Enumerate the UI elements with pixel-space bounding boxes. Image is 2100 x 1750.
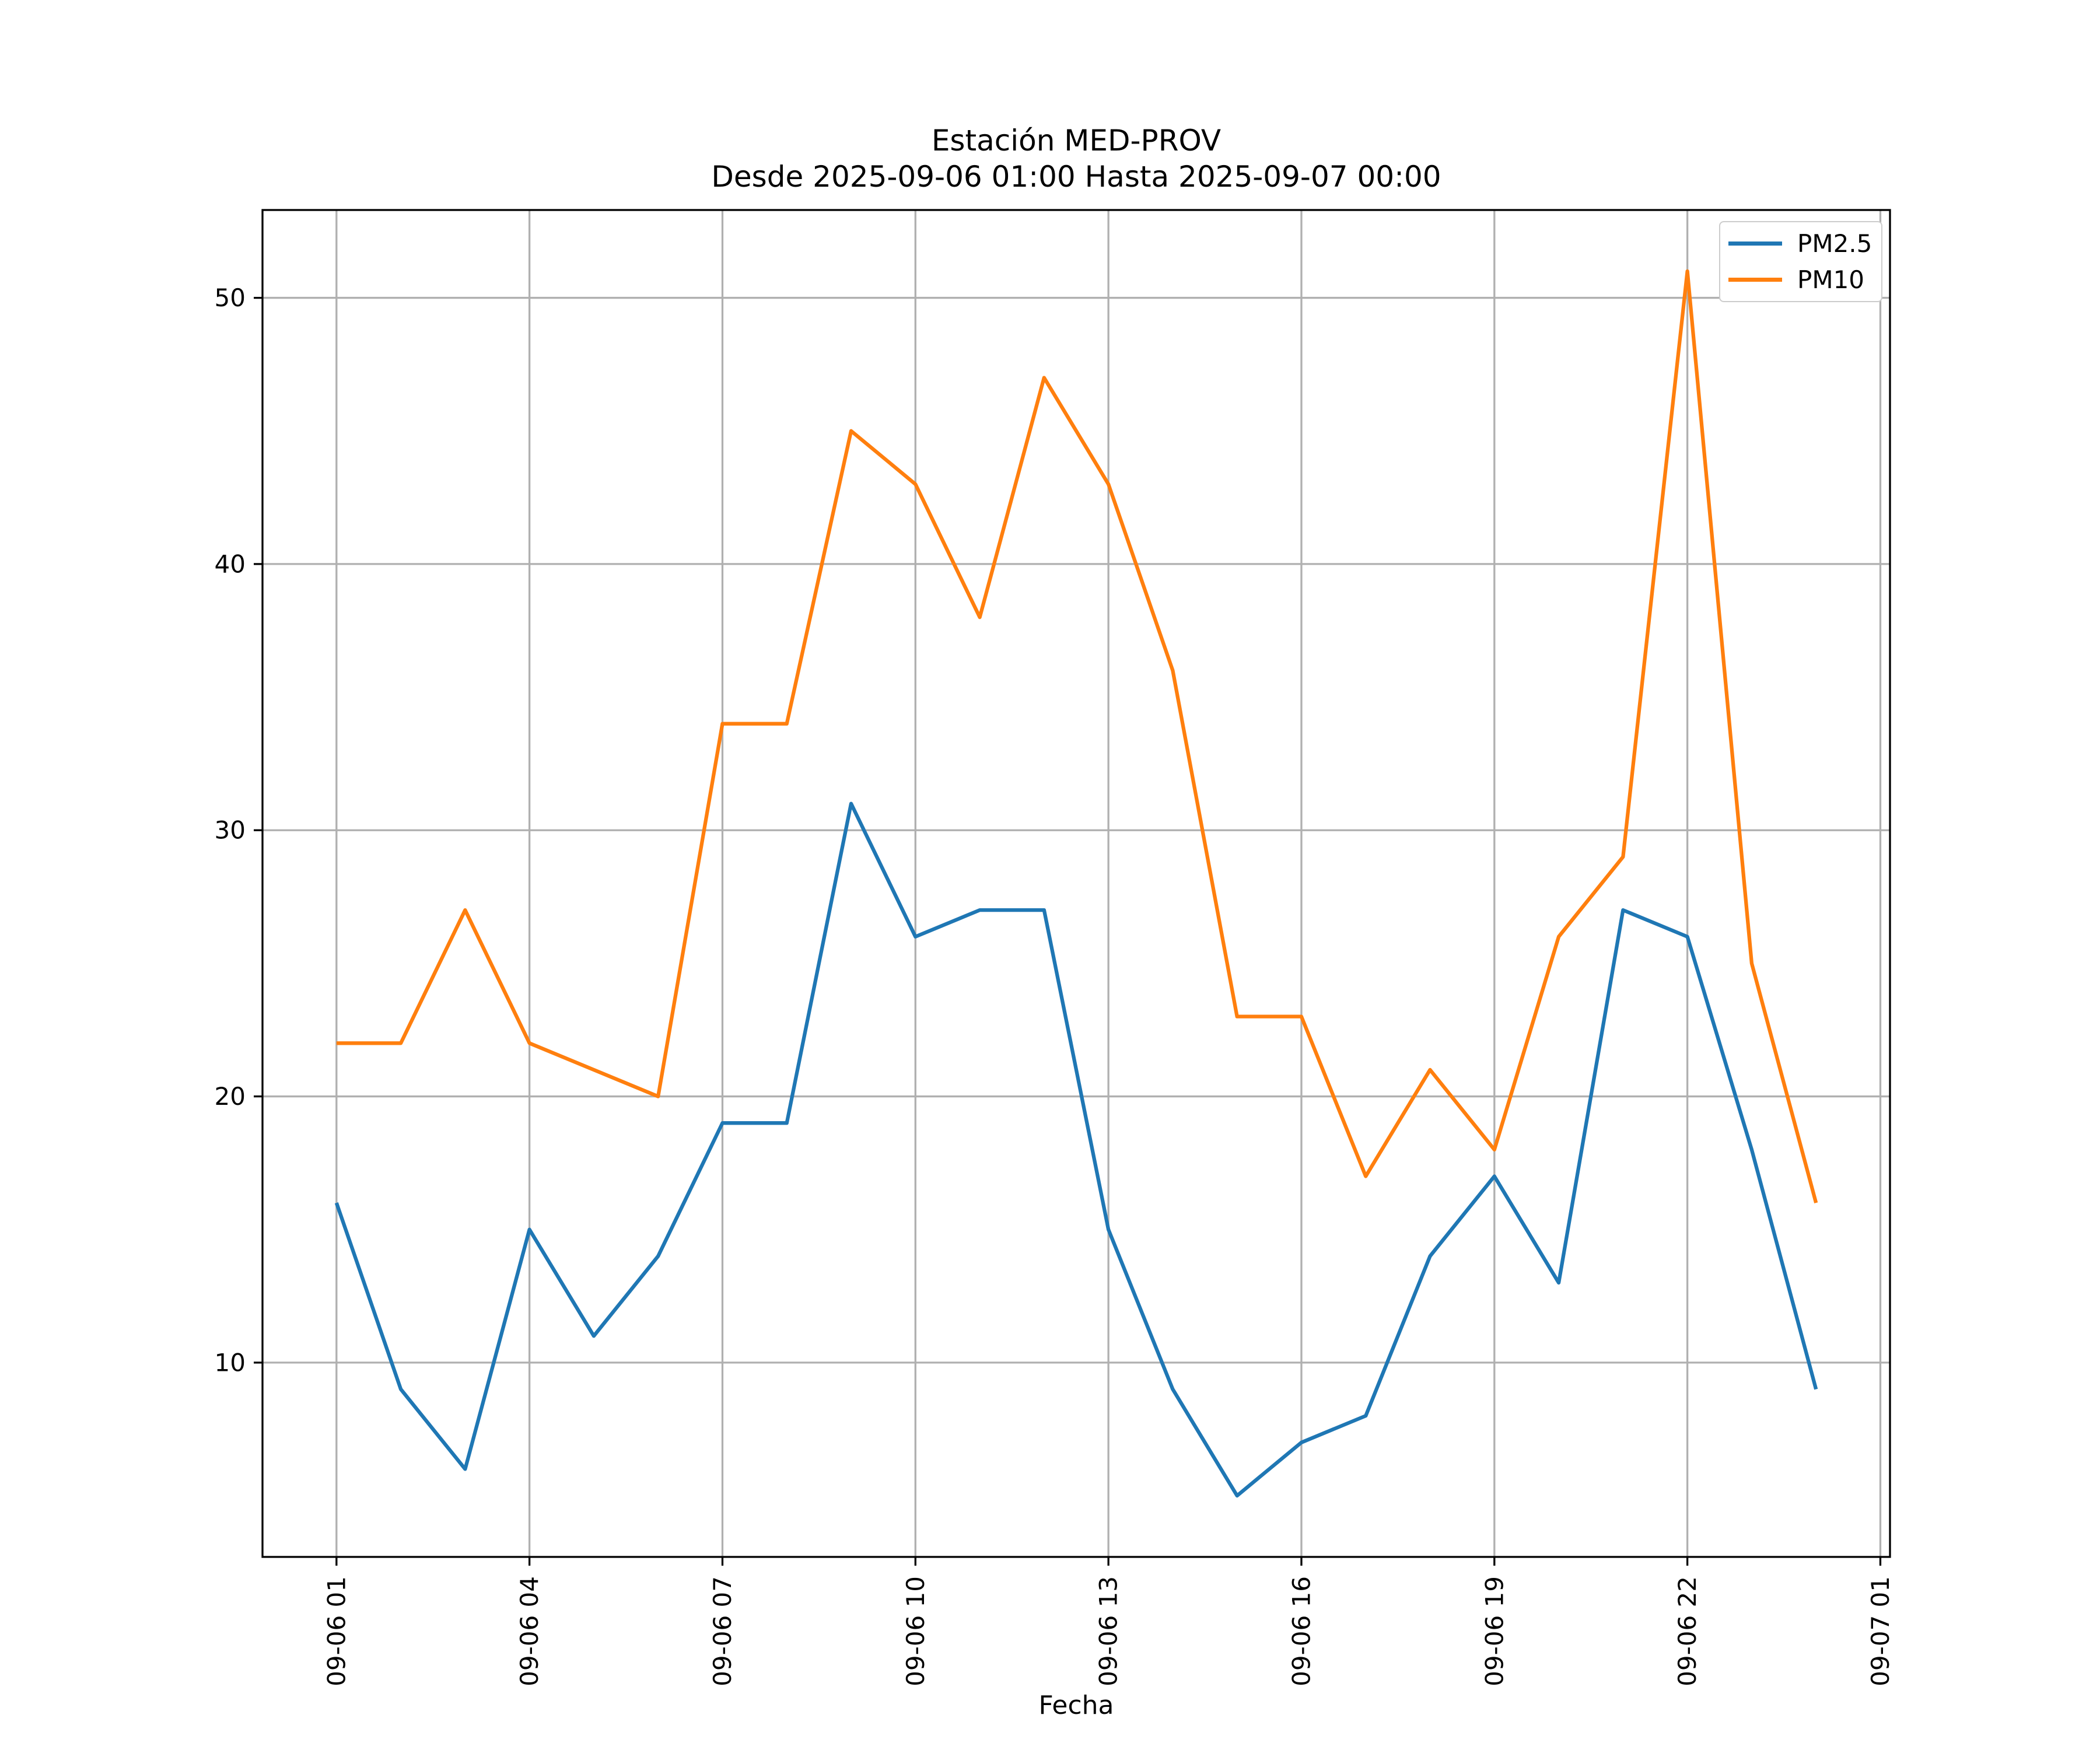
chart-title-line1: Estación MED-PROV	[931, 124, 1222, 158]
chart-title-line2: Desde 2025-09-06 01:00 Hasta 2025-09-07 …	[711, 160, 1441, 194]
y-tick-label: 20	[215, 1082, 246, 1111]
series-line-pm10	[336, 269, 1818, 1203]
legend-item-pm10: PM10	[1728, 265, 1881, 294]
x-tick-label: 09-06 10	[901, 1576, 930, 1686]
x-tick-label: 09-06 16	[1287, 1576, 1315, 1686]
x-tick-label: 09-06 13	[1094, 1576, 1123, 1686]
legend: PM2.5 PM10	[1719, 221, 1882, 302]
x-tick-label: 09-07 01	[1866, 1576, 1895, 1686]
y-tick-label: 40	[215, 550, 246, 578]
legend-line-pm10-swatch	[1728, 278, 1782, 282]
axes-spines	[261, 209, 1891, 1558]
x-tick-label: 09-06 07	[708, 1576, 737, 1686]
x-axis-label: Fecha	[1038, 1690, 1114, 1720]
chart-title: Estación MED-PROV Desde 2025-09-06 01:00…	[262, 123, 1890, 195]
series-line-pm25	[334, 802, 1818, 1498]
legend-label-pm25: PM2.5	[1797, 229, 1873, 258]
x-tick-label: 09-06 01	[322, 1576, 351, 1686]
legend-label-pm10: PM10	[1797, 265, 1865, 294]
x-tick-label: 09-06 22	[1673, 1576, 1702, 1686]
y-tick-label: 50	[215, 284, 246, 312]
legend-line-pm25-swatch	[1728, 242, 1782, 246]
x-tick-label: 09-06 19	[1480, 1576, 1508, 1686]
y-tick-label: 10	[215, 1348, 246, 1377]
y-tick-label: 30	[215, 816, 246, 845]
legend-item-pm25: PM2.5	[1728, 230, 1881, 257]
x-tick-label: 09-06 04	[515, 1576, 544, 1686]
